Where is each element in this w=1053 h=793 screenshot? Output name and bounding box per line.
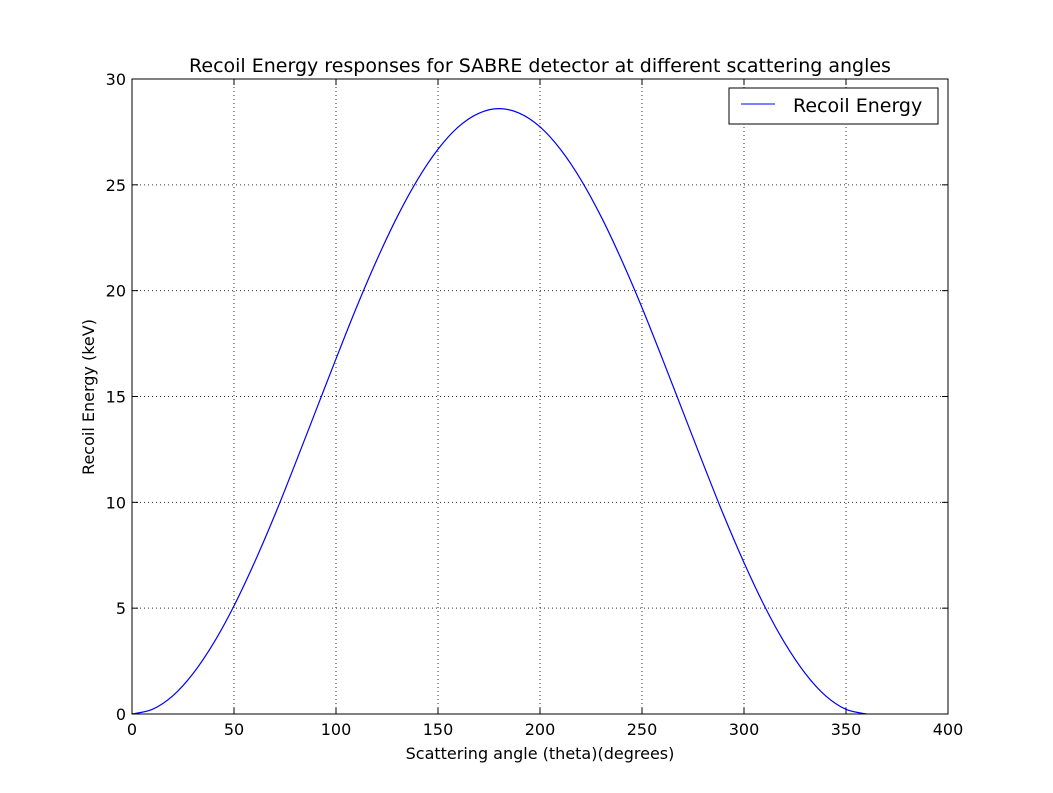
y-tick-label: 30 bbox=[106, 70, 126, 89]
x-axis-label: Scattering angle (theta)(degrees) bbox=[406, 744, 675, 763]
series-layer bbox=[131, 108, 867, 715]
y-tick-label: 0 bbox=[116, 705, 126, 724]
y-tick-label: 5 bbox=[116, 599, 126, 618]
y-tick-label: 20 bbox=[106, 282, 126, 301]
x-tick-label: 0 bbox=[127, 720, 137, 739]
x-tick-label: 50 bbox=[224, 720, 244, 739]
legend-entry-recoil-energy: Recoil Energy bbox=[793, 95, 922, 117]
y-tick-label: 15 bbox=[106, 388, 126, 407]
axis-ticks: 0 50 100 150 200 250 300 350 400 0 5 10 15 20 25 30 bbox=[106, 70, 964, 739]
x-tick-label: 400 bbox=[933, 720, 964, 739]
series-line-recoil-energy bbox=[131, 108, 867, 715]
chart-title: Recoil Energy responses for SABRE detect… bbox=[189, 55, 891, 77]
x-tick-label: 350 bbox=[831, 720, 862, 739]
y-tick-label: 10 bbox=[106, 493, 126, 512]
y-tick-label: 25 bbox=[106, 176, 126, 195]
x-tick-label: 250 bbox=[627, 720, 658, 739]
x-tick-label: 100 bbox=[321, 720, 352, 739]
x-tick-label: 200 bbox=[525, 720, 556, 739]
legend-box bbox=[728, 87, 939, 125]
x-tick-label: 150 bbox=[423, 720, 454, 739]
y-axis-label: Recoil Energy (keV) bbox=[79, 319, 98, 475]
x-tick-label: 300 bbox=[729, 720, 760, 739]
plot-area-frame bbox=[131, 78, 949, 715]
legend: Recoil Energy bbox=[728, 87, 939, 125]
grid-lines bbox=[132, 79, 948, 714]
